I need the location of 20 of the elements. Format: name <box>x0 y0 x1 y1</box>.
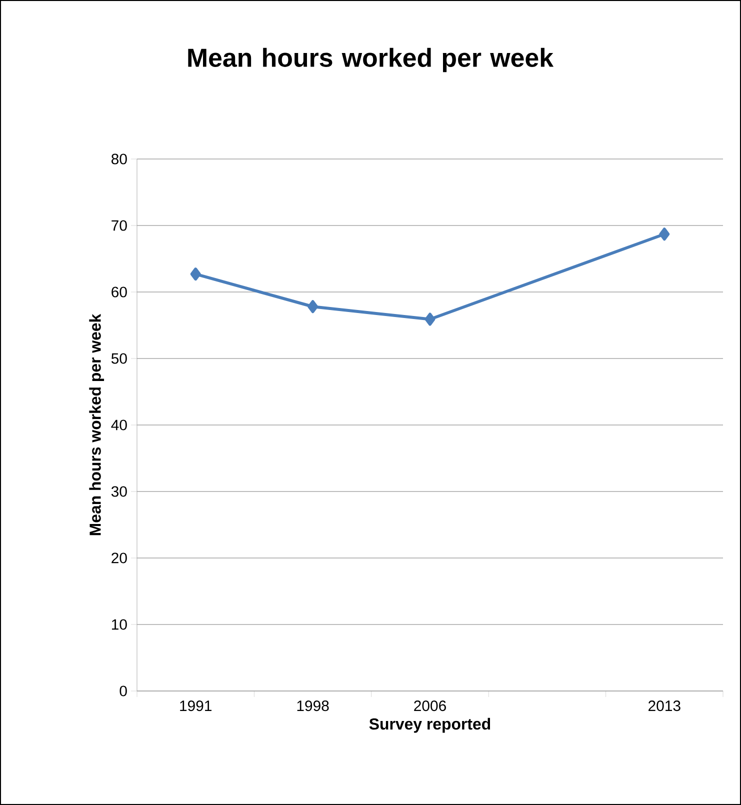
y-tick-label: 50 <box>111 353 127 364</box>
y-tick-label: 40 <box>111 420 127 430</box>
y-tick-label: 70 <box>112 220 127 231</box>
y-tick-label: 60 <box>112 286 127 298</box>
x-tick-label: 2013 <box>648 700 680 712</box>
y-tick-label: 80 <box>112 154 127 164</box>
y-tick-label: 10 <box>112 619 127 630</box>
y-tick-label: 30 <box>111 486 127 497</box>
x-tick-label: 1998 <box>297 700 329 712</box>
chart-title: Mean hours worked per week <box>188 48 554 72</box>
point <box>659 228 670 241</box>
point <box>308 300 318 314</box>
x-tick-label: 2006 <box>414 700 446 712</box>
y-tick-label: 0 <box>120 686 127 696</box>
point <box>424 312 436 326</box>
y-tick-label: 20 <box>112 552 127 564</box>
x-axis-title: Survey reported <box>369 718 490 733</box>
y-axis-title: Mean hours worked per week <box>89 314 104 536</box>
x-tick-label: 1991 <box>180 700 212 712</box>
point <box>190 268 201 281</box>
